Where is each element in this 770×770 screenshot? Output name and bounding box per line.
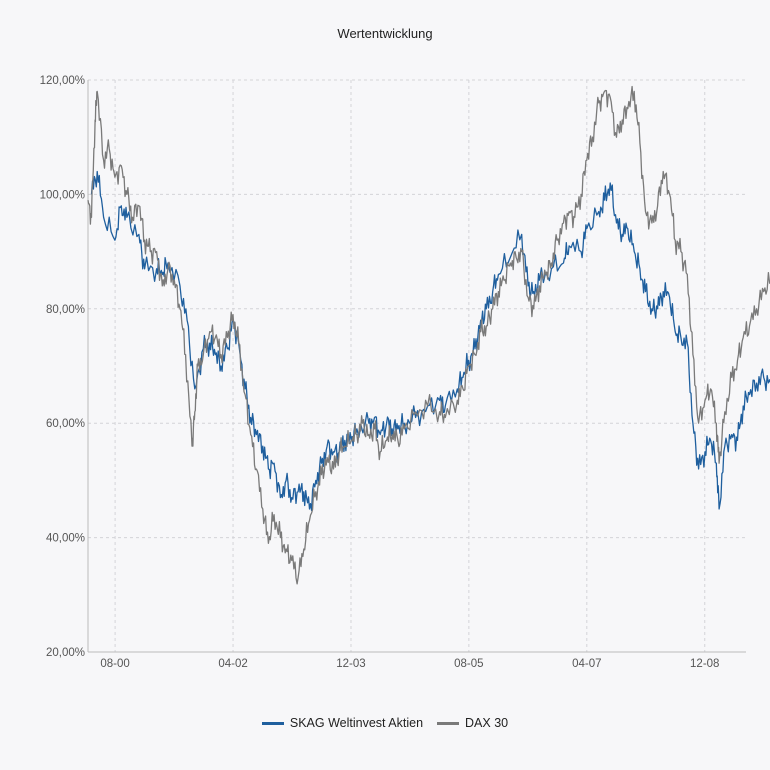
y-tick-label: 40,00% (46, 533, 85, 545)
legend-swatch-skag (261, 721, 284, 725)
y-tick-label: 100,00% (40, 189, 85, 201)
legend-item-skag[interactable]: SKAG Weltinvest Aktien (261, 716, 424, 730)
series-lines (87, 85, 770, 585)
legend-item-dax[interactable]: DAX 30 (437, 716, 508, 730)
y-tick-label: 60,00% (46, 418, 85, 430)
x-gridlines (114, 80, 706, 652)
legend: SKAG Weltinvest Aktien DAX 30 (0, 716, 770, 730)
legend-label-dax: DAX 30 (465, 716, 509, 730)
legend-label-skag: SKAG Weltinvest Aktien (289, 716, 424, 730)
x-tick-label: 04-02 (218, 658, 247, 670)
legend-swatch-dax (437, 721, 460, 725)
x-tick-label: 12-03 (336, 658, 365, 670)
x-tick-labels: 08-00 04-02 12-03 08-05 04-07 12-08 (100, 658, 719, 670)
series-line-dax (87, 85, 770, 585)
y-tick-label: 80,00% (46, 304, 85, 316)
x-tick-label: 08-00 (100, 658, 129, 670)
y-tick-label: 120,00% (40, 75, 85, 87)
x-tick-label: 08-05 (454, 658, 483, 670)
x-tick-label: 12-08 (690, 658, 719, 670)
y-tick-label: 20,00% (46, 647, 85, 659)
series-line-skag (90, 170, 770, 512)
chart-title: Wertentwicklung (337, 26, 433, 41)
x-tick-label: 04-07 (572, 658, 601, 670)
y-tick-labels: 20,00% 40,00% 60,00% 80,00% 100,00% 120,00% (40, 75, 85, 659)
